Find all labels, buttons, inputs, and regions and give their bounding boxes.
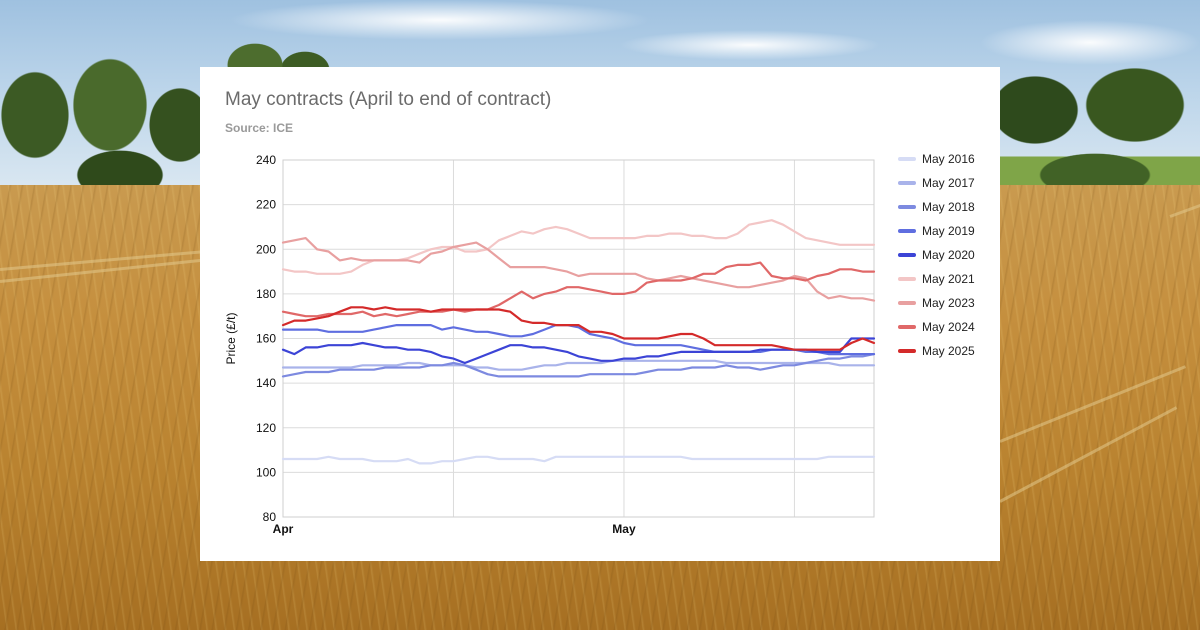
x-tick-label: May: [612, 522, 636, 536]
chart-subtitle: Source: ICE: [225, 121, 294, 135]
legend-entry: May 2018: [922, 200, 975, 214]
y-tick-label: 160: [256, 332, 276, 346]
legend-entry: May 2021: [922, 272, 975, 286]
legend-entry: May 2017: [922, 176, 975, 190]
series-line-may-2025: [281, 306, 876, 351]
y-tick-label: 180: [256, 287, 276, 301]
legend-entry: May 2024: [922, 320, 975, 334]
legend-entry: May 2019: [922, 224, 975, 238]
legend-entry: May 2025: [922, 344, 975, 358]
tree-line-right: [985, 55, 1200, 200]
y-tick-label: 80: [263, 510, 277, 524]
y-axis-label: Price (£/t): [224, 312, 238, 364]
y-tick-label: 100: [256, 465, 276, 479]
series-line-may-2023: [281, 237, 876, 302]
y-tick-label: 200: [256, 242, 276, 256]
y-tick-label: 240: [256, 153, 276, 167]
series-line-may-2020: [281, 337, 876, 365]
y-tick-label: 220: [256, 198, 276, 212]
series-line-may-2017: [281, 359, 876, 371]
chart-card: May contracts (April to end of contract)…: [200, 67, 1000, 561]
series-line-may-2016: [281, 455, 876, 465]
series-line-may-2024: [281, 261, 876, 318]
series-line-may-2021: [281, 219, 876, 275]
cloud: [620, 30, 880, 60]
chart-title: May contracts (April to end of contract): [225, 89, 552, 110]
legend-entry: May 2016: [922, 152, 975, 166]
legend-entry: May 2020: [922, 248, 975, 262]
y-tick-label: 140: [256, 376, 276, 390]
y-tick-label: 120: [256, 421, 276, 435]
line-chart: 80 100 120 140 160 180 200 220 240 Apr May Price (£…: [224, 152, 975, 536]
legend-entry: May 2023: [922, 296, 975, 310]
x-tick-label: Apr: [273, 522, 294, 536]
series-line-may-2018: [281, 353, 876, 378]
